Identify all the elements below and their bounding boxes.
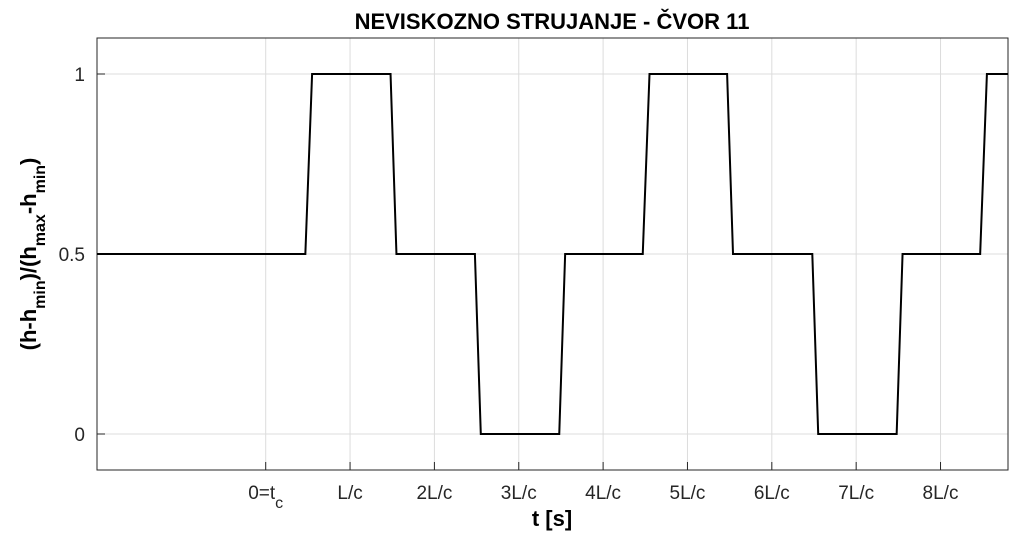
x-tick-label: 6L/c — [754, 483, 790, 504]
y-tick-label: 0.5 — [59, 245, 85, 266]
x-tick-label: L/c — [337, 483, 362, 504]
x-tick-label: 5L/c — [670, 483, 706, 504]
x-tick-label: 8L/c — [923, 483, 959, 504]
x-tick-label: 0=tc — [248, 483, 283, 512]
x-tick-label: 7L/c — [838, 483, 874, 504]
series-line — [97, 73, 1008, 435]
x-tick-label: 2L/c — [416, 483, 452, 504]
x-axis-label: t [s] — [532, 506, 572, 531]
x-tick-label: 4L/c — [585, 483, 621, 504]
chart-title: NEVISKOZNO STRUJANJE - ČVOR 11 — [355, 9, 750, 34]
y-axis-label: (h-hmin)/(hmax-hmin) — [16, 158, 49, 351]
y-tick-label: 0 — [74, 425, 85, 446]
x-tick-label: 3L/c — [501, 483, 537, 504]
y-tick-label: 1 — [74, 65, 85, 86]
